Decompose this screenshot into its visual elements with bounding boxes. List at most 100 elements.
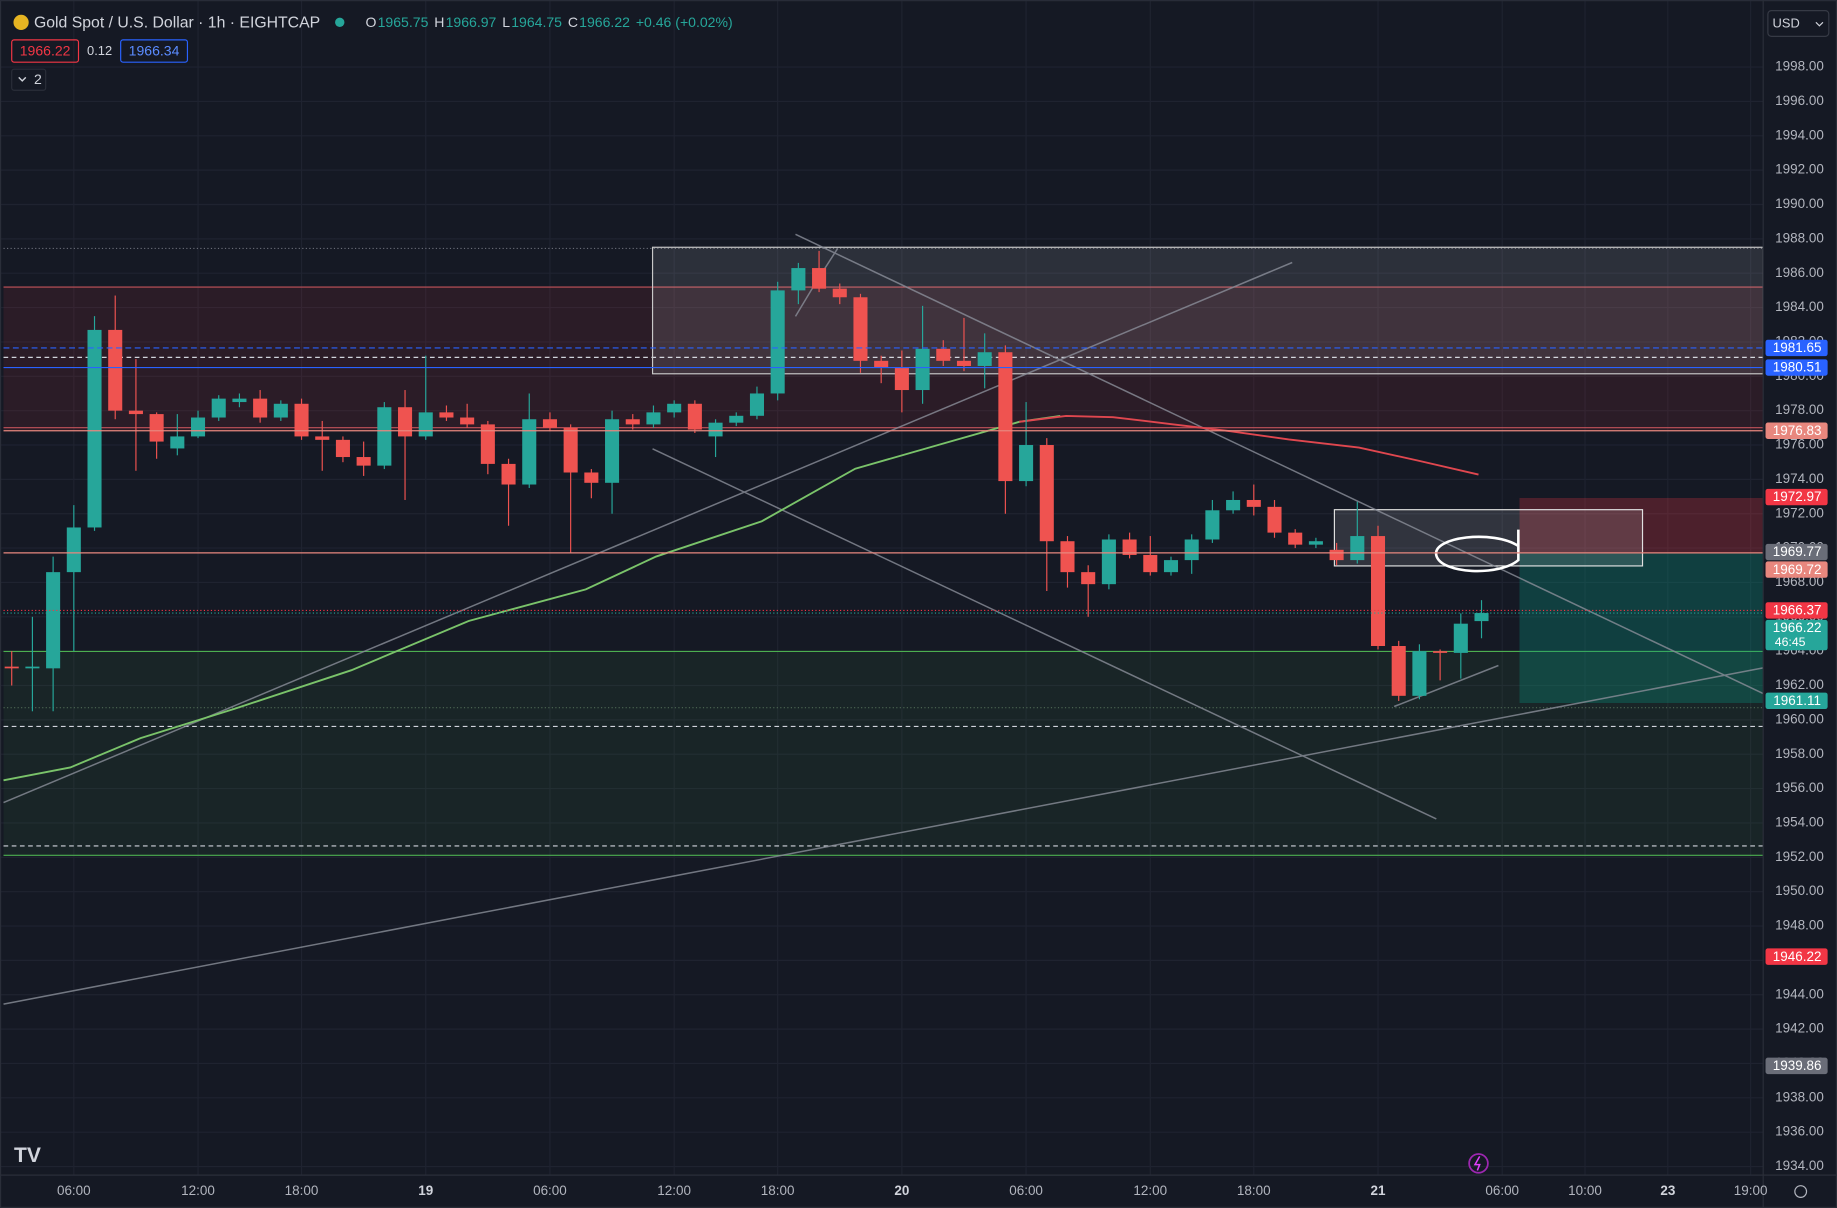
candle-body bbox=[749, 393, 764, 416]
ohlc-value: 1964.75 bbox=[511, 14, 562, 30]
currency-select[interactable] bbox=[1767, 10, 1830, 37]
candle-body bbox=[1226, 499, 1241, 511]
x-tick-label: 19 bbox=[418, 1183, 433, 1198]
axes: 1934.001936.001938.001940.001942.001944.… bbox=[57, 59, 1828, 1198]
candle-body bbox=[1205, 510, 1220, 540]
y-tick-label: 1986.00 bbox=[1775, 265, 1824, 280]
rectangle-drawing bbox=[651, 246, 1764, 375]
indicators-toggle[interactable] bbox=[11, 68, 47, 91]
bid-box[interactable] bbox=[11, 39, 80, 63]
currency[interactable]: USD bbox=[1773, 15, 1800, 30]
price-tag bbox=[1765, 948, 1828, 965]
candle-body bbox=[253, 398, 268, 418]
price-tag-label: 1976.83 bbox=[1773, 423, 1822, 438]
candle-body bbox=[335, 439, 350, 458]
candle-body bbox=[894, 367, 909, 391]
candle-body bbox=[687, 403, 702, 430]
price-tag-label: 1981.65 bbox=[1773, 340, 1822, 355]
candle-body bbox=[149, 414, 164, 442]
x-tick-label: 20 bbox=[894, 1183, 909, 1198]
y-tick-label: 1944.00 bbox=[1775, 986, 1824, 1001]
grid bbox=[0, 0, 1764, 1176]
y-tick-label: 1958.00 bbox=[1775, 746, 1824, 761]
candle-body bbox=[1329, 549, 1344, 561]
candle-body bbox=[708, 422, 723, 437]
price-tag bbox=[1765, 1057, 1828, 1075]
candle-body bbox=[563, 427, 578, 473]
position-target bbox=[1519, 553, 1764, 703]
demand-zone bbox=[3, 651, 1764, 856]
candle-body bbox=[480, 424, 495, 464]
price-tag-label: 1972.97 bbox=[1773, 489, 1822, 504]
y-tick-label: 1934.00 bbox=[1775, 1158, 1824, 1173]
x-tick-label: 19:00 bbox=[1734, 1183, 1768, 1198]
y-tick-label: 1994.00 bbox=[1775, 127, 1824, 142]
bid[interactable]: 1966.22 bbox=[20, 42, 71, 58]
trend-lines bbox=[3, 233, 1764, 1005]
trend-line bbox=[1393, 664, 1499, 708]
y-tick-label: 1996.00 bbox=[1775, 93, 1824, 108]
candle-body bbox=[4, 666, 19, 669]
settings-icon[interactable] bbox=[1794, 1185, 1808, 1198]
chevron bbox=[1815, 21, 1824, 27]
x-tick-label: 06:00 bbox=[1485, 1183, 1519, 1198]
ohlc-value: 1966.22 bbox=[579, 14, 630, 30]
candle-body bbox=[1081, 572, 1096, 585]
ohlc-value: 1965.75 bbox=[378, 14, 429, 30]
y-tick-label: 1942.00 bbox=[1775, 1021, 1824, 1036]
y-tick-label: 1988.00 bbox=[1775, 230, 1824, 245]
x-tick-label: 10:00 bbox=[1568, 1183, 1602, 1198]
candle-body bbox=[1474, 613, 1489, 622]
trend-line bbox=[652, 448, 1437, 820]
ohlc-key: L bbox=[502, 14, 510, 30]
candle-body bbox=[522, 419, 537, 485]
replay-icon[interactable] bbox=[1468, 1153, 1489, 1174]
candle-body bbox=[1019, 445, 1034, 482]
price-tag-label: 1961.11 bbox=[1773, 693, 1821, 708]
y-tick-label: 1948.00 bbox=[1775, 918, 1824, 933]
ohlc-key: H bbox=[434, 14, 444, 30]
candle-body bbox=[66, 527, 81, 573]
candle-body bbox=[729, 415, 744, 423]
trend-line bbox=[795, 233, 1764, 695]
symbol: Gold Spot / U.S. Dollar · 1h · EIGHTCAP bbox=[34, 15, 320, 32]
ohlc-value: 1966.97 bbox=[446, 14, 497, 30]
ask[interactable]: 1966.34 bbox=[129, 42, 180, 58]
candle-body bbox=[128, 410, 143, 415]
ask-box[interactable] bbox=[120, 39, 189, 63]
candle-body bbox=[46, 572, 61, 669]
y-tick-label: 1960.00 bbox=[1775, 711, 1824, 726]
x-tick-label: 18:00 bbox=[1237, 1183, 1271, 1198]
freehand-drawing bbox=[1435, 529, 1520, 573]
trend-line bbox=[3, 261, 1293, 804]
lightning bbox=[1473, 1156, 1481, 1171]
price-tag bbox=[1765, 692, 1828, 710]
y-tick-label: 1978.00 bbox=[1775, 402, 1824, 417]
candle-body bbox=[1246, 499, 1261, 507]
candle-body bbox=[1143, 554, 1158, 573]
indicator-count[interactable]: 2 bbox=[34, 71, 42, 87]
y-tick-label: 1984.00 bbox=[1775, 299, 1824, 314]
y-tick-label: 1950.00 bbox=[1775, 883, 1824, 898]
candle-body bbox=[170, 436, 185, 449]
candle-body bbox=[1350, 536, 1365, 561]
candle-body bbox=[542, 419, 557, 428]
candle-body bbox=[605, 419, 620, 483]
candle-body bbox=[874, 360, 889, 368]
y-tick-label: 1936.00 bbox=[1775, 1124, 1824, 1139]
candle-body bbox=[646, 412, 661, 425]
candle-body bbox=[377, 407, 392, 466]
candle-body bbox=[398, 407, 413, 437]
price-tag bbox=[1765, 422, 1828, 439]
candle-body bbox=[25, 666, 40, 669]
candle-body bbox=[956, 360, 972, 366]
x-tick-label: 18:00 bbox=[285, 1183, 319, 1198]
price-tag bbox=[1765, 561, 1828, 578]
y-tick-label: 1938.00 bbox=[1775, 1089, 1824, 1104]
candle-body bbox=[1308, 541, 1323, 545]
price-tag-label: 1966.22 bbox=[1773, 620, 1822, 635]
candle-body bbox=[190, 417, 206, 437]
candle-body bbox=[87, 329, 102, 528]
y-tick-label: 1976.00 bbox=[1775, 437, 1824, 452]
